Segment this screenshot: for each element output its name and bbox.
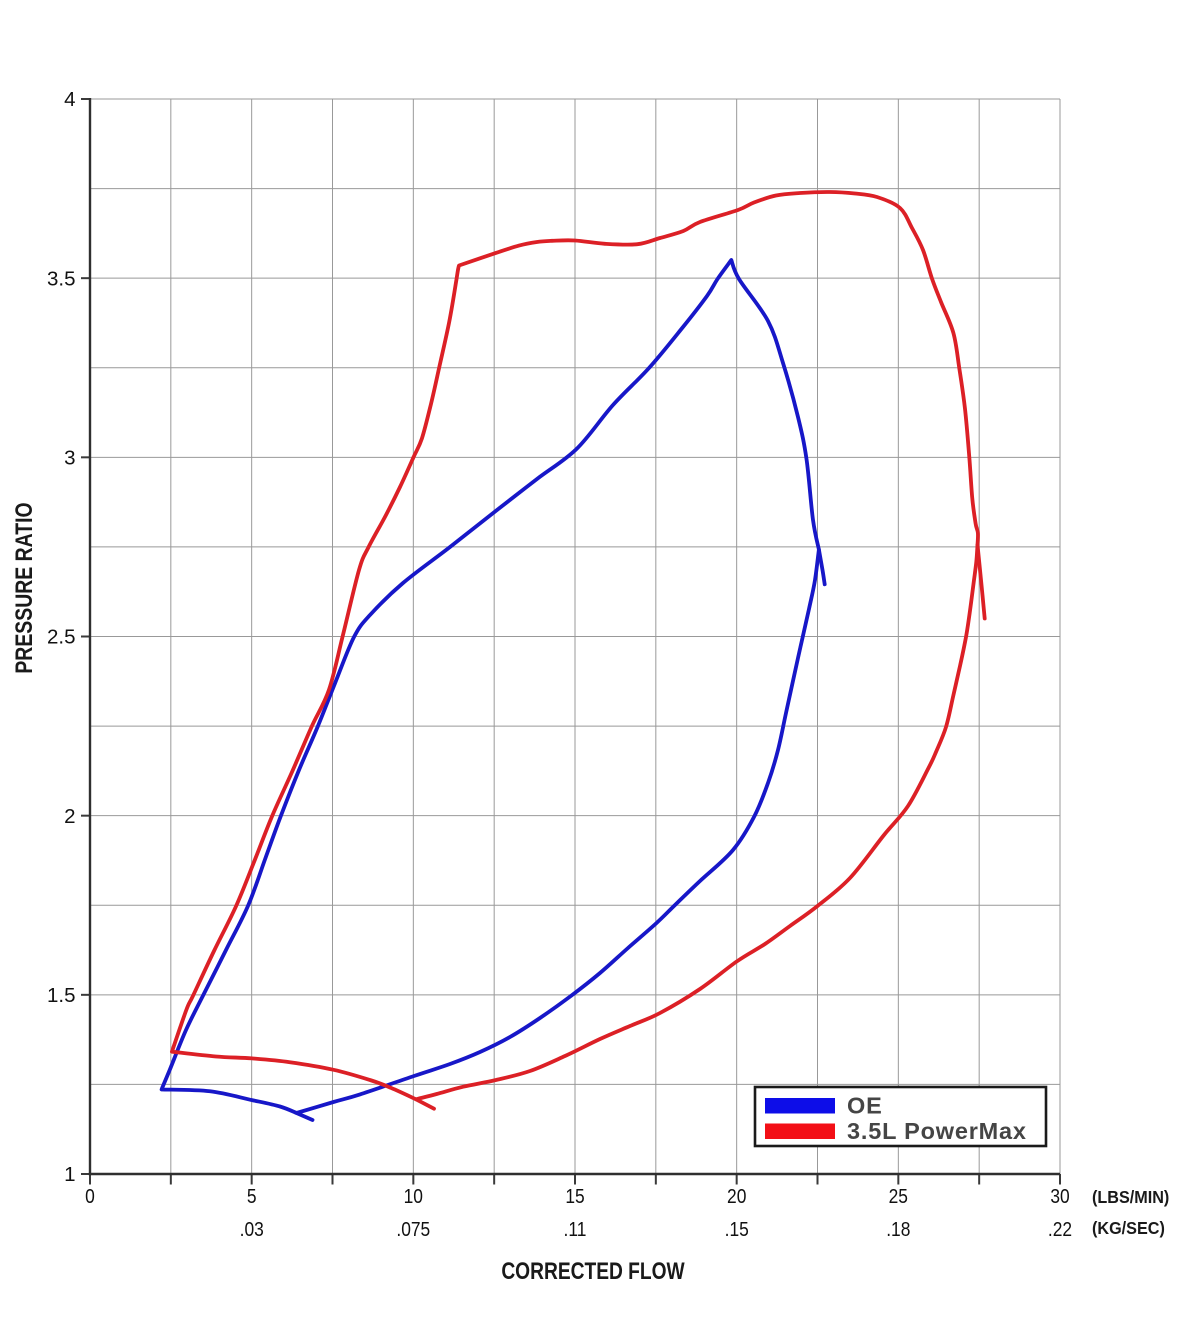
svg-text:0: 0 [85,1185,95,1207]
svg-text:20: 20 [727,1185,746,1207]
svg-text:2: 2 [64,805,75,828]
svg-text:PRESSURE RATIO: PRESSURE RATIO [10,502,37,673]
svg-text:2.5: 2.5 [47,626,76,649]
svg-text:4: 4 [64,88,75,111]
svg-text:3.5L PowerMax: 3.5L PowerMax [847,1118,1027,1144]
svg-text:30: 30 [1050,1185,1069,1207]
svg-text:15: 15 [565,1185,584,1207]
svg-text:OE: OE [847,1093,883,1119]
svg-text:10: 10 [404,1185,423,1207]
svg-text:1.5: 1.5 [47,984,76,1007]
svg-text:5: 5 [247,1185,257,1207]
svg-text:(KG/SEC): (KG/SEC) [1092,1218,1165,1238]
svg-text:3.5: 3.5 [47,267,76,290]
svg-text:CORRECTED FLOW: CORRECTED FLOW [501,1257,685,1285]
svg-text:.22: .22 [1048,1218,1072,1240]
svg-text:1: 1 [64,1163,75,1186]
svg-text:.075: .075 [396,1218,430,1240]
svg-text:.15: .15 [725,1218,749,1240]
svg-text:25: 25 [889,1185,908,1207]
svg-text:.11: .11 [564,1218,587,1240]
svg-text:(LBS/MIN): (LBS/MIN) [1092,1187,1169,1207]
svg-text:.18: .18 [886,1218,910,1240]
svg-text:.03: .03 [240,1218,264,1240]
svg-text:3: 3 [64,447,75,470]
